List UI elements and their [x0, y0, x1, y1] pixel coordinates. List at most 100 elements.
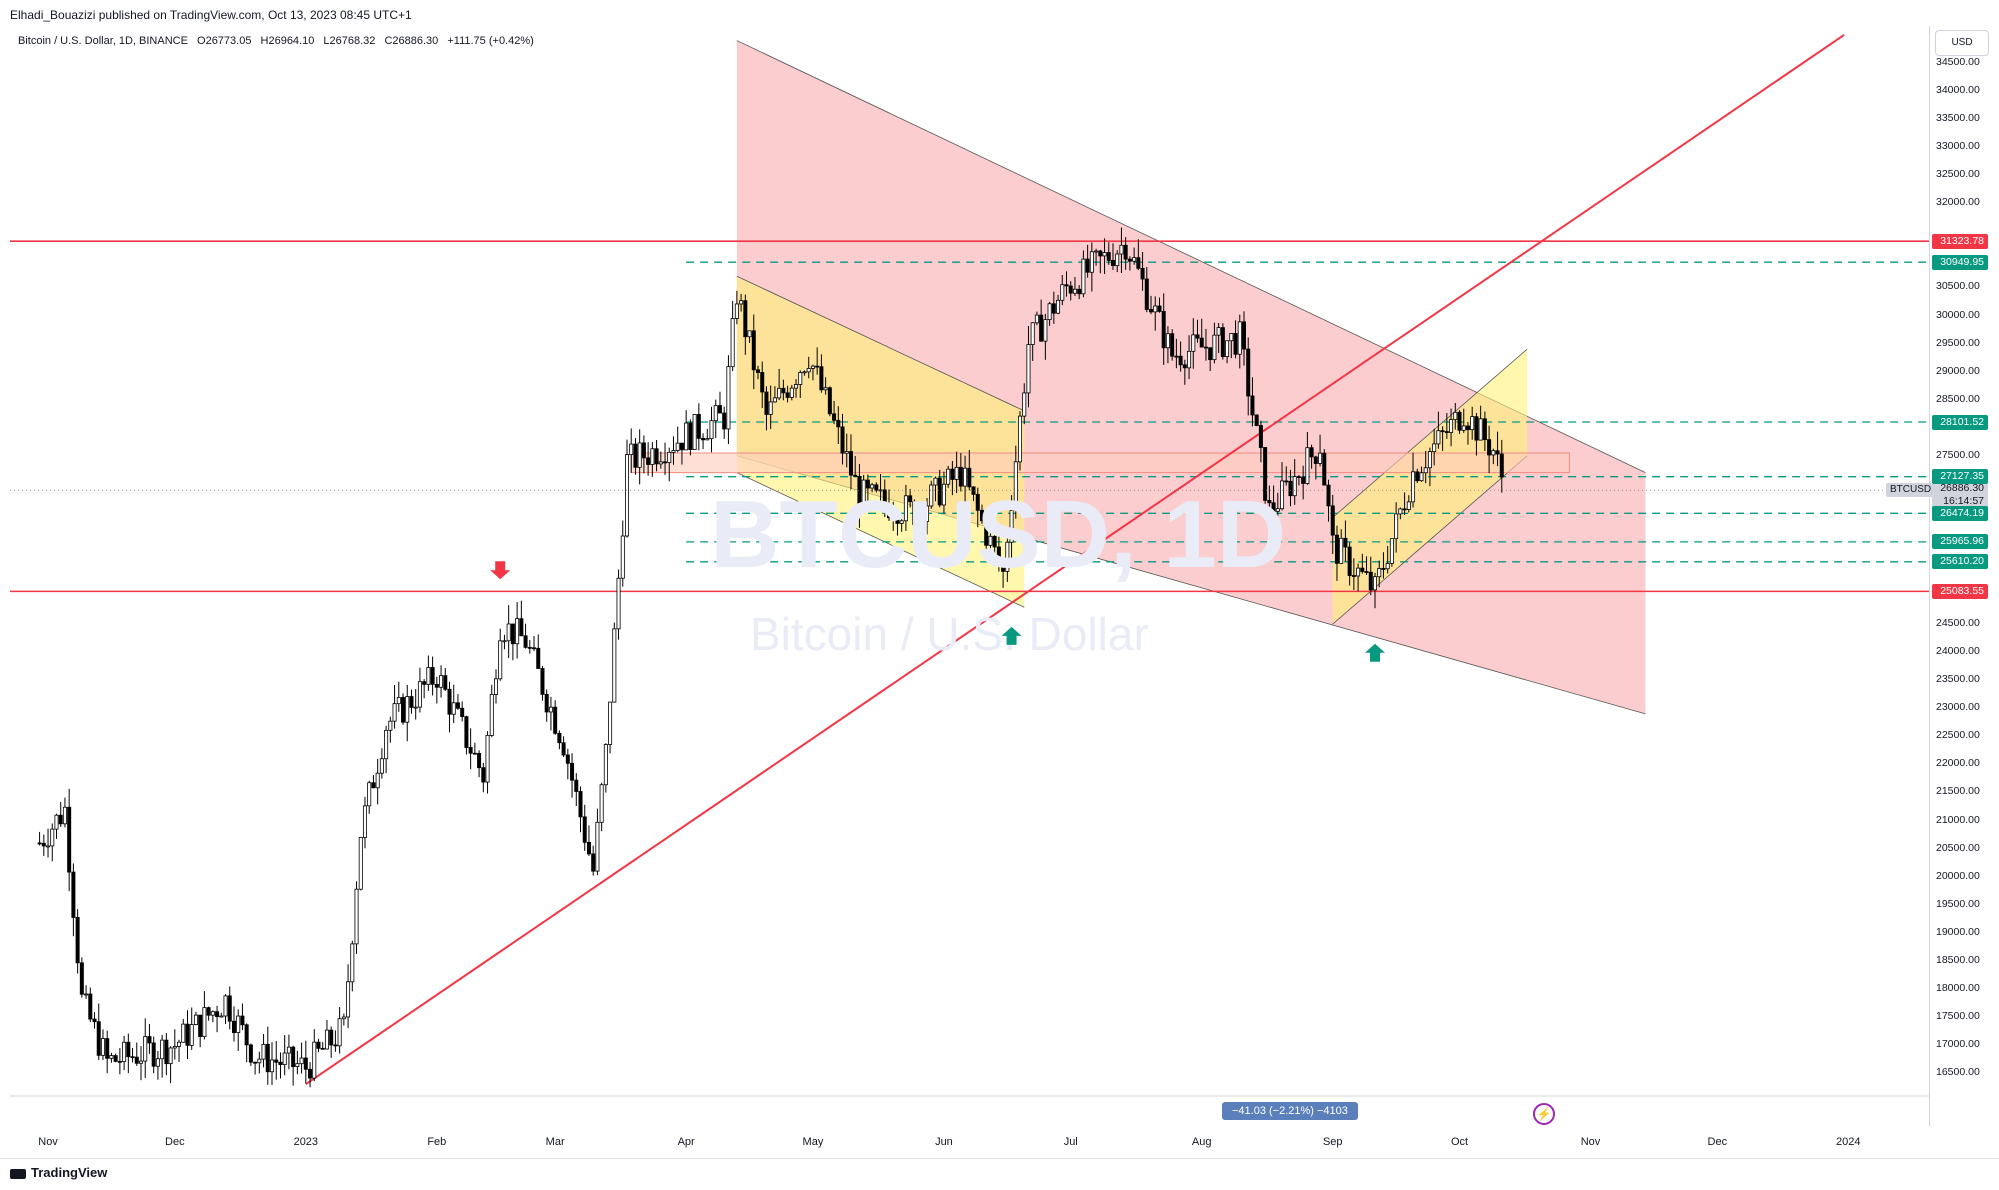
candle-up — [1491, 450, 1496, 456]
candle-down — [591, 853, 596, 872]
price-tick-label: 24000.00 — [1936, 645, 1980, 658]
time-tick-label: Aug — [1191, 1136, 1212, 1148]
candle-down — [92, 1018, 97, 1023]
candle-down — [1309, 447, 1314, 458]
candle-up — [963, 467, 968, 487]
legend-change: +111.75 (+0.42%) — [447, 35, 534, 47]
currency-button[interactable]: USD — [1935, 30, 1989, 56]
candle-down — [41, 842, 46, 847]
candle-down — [1499, 453, 1504, 478]
candle-down — [920, 511, 925, 522]
candle-up — [1461, 425, 1466, 431]
candle-down — [434, 683, 439, 688]
candle-up — [1280, 480, 1285, 510]
candle-up — [1385, 563, 1390, 570]
candle-down — [1039, 314, 1044, 342]
price-tick-label: 34500.00 — [1936, 56, 1980, 68]
candle-down — [1334, 534, 1339, 564]
candle-up — [1089, 251, 1094, 273]
candle-up — [1436, 430, 1441, 445]
legend-low: L26768.32 — [323, 35, 376, 47]
candle-up — [806, 368, 811, 373]
candle-up — [603, 744, 608, 786]
price-tick-label: 16500.00 — [1936, 1066, 1980, 1078]
candle-up — [616, 577, 621, 630]
tradingview-logo[interactable]: TradingView — [10, 1165, 107, 1180]
channel-lower-line — [1332, 455, 1528, 625]
time-tick-label: 2023 — [293, 1136, 319, 1148]
time-tick-label: Mar — [545, 1136, 565, 1148]
chart-canvas[interactable] — [10, 26, 1929, 1126]
candle-down — [1195, 334, 1200, 339]
candle-down — [912, 501, 917, 525]
candle-up — [1377, 568, 1382, 578]
candle-down — [185, 1023, 190, 1046]
candle-down — [1326, 484, 1331, 507]
candle-down — [460, 707, 465, 718]
candle-up — [1305, 447, 1310, 484]
candle-down — [1402, 508, 1407, 511]
candle-down — [764, 391, 769, 415]
measure-label: −41.03 (−2.21%) −4103 — [1222, 1102, 1358, 1120]
candle-up — [375, 772, 380, 789]
candle-down — [532, 647, 537, 650]
candle-down — [113, 1055, 118, 1062]
candle-up — [1060, 284, 1065, 301]
legend-symbol[interactable]: Bitcoin / U.S. Dollar, 1D, BINANCE — [18, 35, 188, 47]
candle-up — [789, 387, 794, 398]
candle-down — [1208, 347, 1213, 361]
candle-up — [1102, 252, 1107, 257]
lightning-icon[interactable]: ⚡ — [1533, 1103, 1555, 1125]
candle-down — [1487, 439, 1492, 456]
candle-up — [747, 330, 752, 338]
candle-up — [493, 678, 498, 695]
candle-up — [1216, 327, 1221, 336]
candle-up — [354, 888, 359, 945]
candle-down — [536, 647, 541, 669]
chart-area[interactable] — [10, 26, 1929, 1126]
candle-down — [1360, 567, 1365, 572]
candle-down — [882, 489, 887, 505]
candle-down — [274, 1059, 279, 1063]
candle-up — [1449, 419, 1454, 433]
candle-down — [1098, 250, 1103, 257]
candle-up — [358, 837, 363, 890]
candle-down — [958, 466, 963, 487]
candle-down — [79, 962, 84, 995]
candle-down — [908, 495, 913, 503]
candle-down — [329, 1029, 334, 1046]
candle-up — [295, 1063, 300, 1067]
candle-down — [333, 1044, 338, 1047]
price-axis[interactable] — [1929, 26, 1999, 1126]
candle-down — [853, 474, 858, 477]
candle-up — [1427, 451, 1432, 469]
price-tick-label: 21500.00 — [1936, 785, 1980, 798]
time-tick-label: Sep — [1322, 1136, 1343, 1148]
candle-up — [1406, 501, 1411, 510]
candle-up — [548, 706, 553, 713]
candle-up — [346, 981, 351, 1018]
candle-up — [177, 1041, 182, 1047]
candle-up — [595, 821, 600, 872]
candle-down — [422, 681, 427, 685]
time-tick-label: Nov — [1580, 1136, 1601, 1148]
candle-up — [54, 814, 59, 830]
candle-up — [282, 1052, 287, 1066]
candle-up — [650, 448, 655, 465]
candle-down — [832, 413, 837, 421]
legend-open: O26773.05 — [197, 35, 252, 47]
candle-down — [578, 791, 583, 818]
candle-down — [151, 1042, 156, 1067]
candle-up — [777, 387, 782, 399]
candle-down — [1241, 321, 1246, 350]
candle-down — [688, 422, 693, 450]
candle-down — [1220, 327, 1225, 357]
candle-down — [561, 742, 566, 756]
price-tick-label: 22000.00 — [1936, 757, 1980, 770]
price-tick-label: 19000.00 — [1936, 925, 1980, 938]
candle-up — [1022, 392, 1027, 417]
price-tick-label: 19500.00 — [1936, 897, 1980, 910]
candle-up — [1026, 344, 1031, 394]
candle-down — [481, 767, 486, 783]
price-tick-label: 22500.00 — [1936, 729, 1980, 742]
